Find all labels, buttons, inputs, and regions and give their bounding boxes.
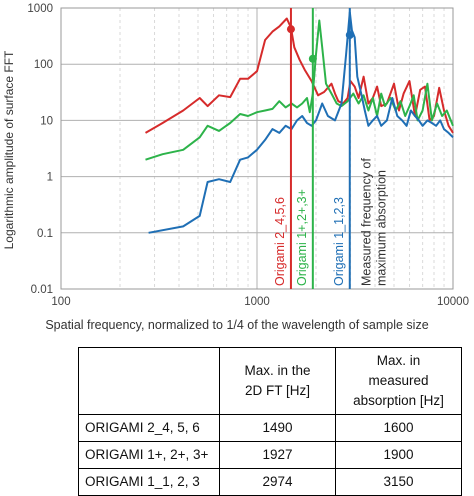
table-row: ORIGAMI 1+, 2+, 3+ 1927 1900 <box>78 441 462 469</box>
series-line-1 <box>145 19 454 161</box>
chart-series <box>144 11 454 234</box>
y-axis-label: Logarithmic amplitude of surface FFT <box>2 50 16 249</box>
vertical-line-label-0: Origami 2_4,5,6 <box>273 197 287 286</box>
row-ft-value: 1927 <box>219 441 336 469</box>
x-axis-label: Spatial frequency, normalized to 1/4 of … <box>45 318 429 332</box>
row-measured-value: 3150 <box>335 468 462 496</box>
row-measured-value: 1600 <box>335 414 462 442</box>
x-tick-label: 100 <box>51 296 70 308</box>
series-line-2 <box>148 11 454 234</box>
table-header-ft: Max. in the 2D FT [Hz] <box>219 347 336 415</box>
x-tick-label: 10000 <box>437 296 469 308</box>
peak-marker-2 <box>345 31 354 40</box>
table-header-empty <box>78 347 220 415</box>
y-tick-label: 0.1 <box>37 228 53 240</box>
table-header-measured: Max. in measured absorption [Hz] <box>335 347 462 415</box>
row-label: ORIGAMI 1_1, 2, 3 <box>78 468 220 496</box>
fft-chart: Origami 2_4,5,6 Origami 1+,2+,3+ Origami 1… <box>2 3 469 308</box>
row-ft-value: 2974 <box>219 468 336 496</box>
measured-frequency-label-line: Measured frequency of <box>360 158 374 286</box>
x-tick-label: 1000 <box>244 296 270 308</box>
table-header-row: Max. in the 2D FT [Hz] Max. in measured … <box>78 347 462 415</box>
row-label: ORIGAMI 2_4, 5, 6 <box>78 414 220 442</box>
plot-frame <box>60 7 454 290</box>
measured-frequency-label-line: maximum absorption <box>375 170 389 286</box>
row-label: ORIGAMI 1+, 2+, 3+ <box>78 441 220 469</box>
peak-marker-1 <box>308 54 317 63</box>
row-ft-value: 1490 <box>219 414 336 442</box>
series-line-0 <box>144 17 454 134</box>
table-row: ORIGAMI 1_1, 2, 3 2974 3150 <box>78 468 462 496</box>
y-tick-label: 1000 <box>27 3 53 15</box>
results-table: Max. in the 2D FT [Hz] Max. in measured … <box>78 347 462 496</box>
vertical-line-label-1: Origami 1+,2+,3+ <box>295 189 309 286</box>
y-tick-label: 1 <box>47 172 53 184</box>
y-tick-label: 100 <box>34 59 53 71</box>
table-row: ORIGAMI 2_4, 5, 6 1490 1600 <box>78 414 462 442</box>
chart-vertical-lines: Origami 2_4,5,6 Origami 1+,2+,3+ Origami 1… <box>273 8 389 289</box>
vertical-line-label-2: Origami 1_1,2,3 <box>332 197 346 286</box>
chart-ticks: 100 1000 10000 1000 100 10 1 0.1 0.01 <box>27 3 469 308</box>
row-measured-value: 1900 <box>335 441 462 469</box>
y-tick-label: 0.01 <box>31 284 53 296</box>
y-tick-label: 10 <box>40 115 53 127</box>
peak-marker-0 <box>286 25 295 34</box>
